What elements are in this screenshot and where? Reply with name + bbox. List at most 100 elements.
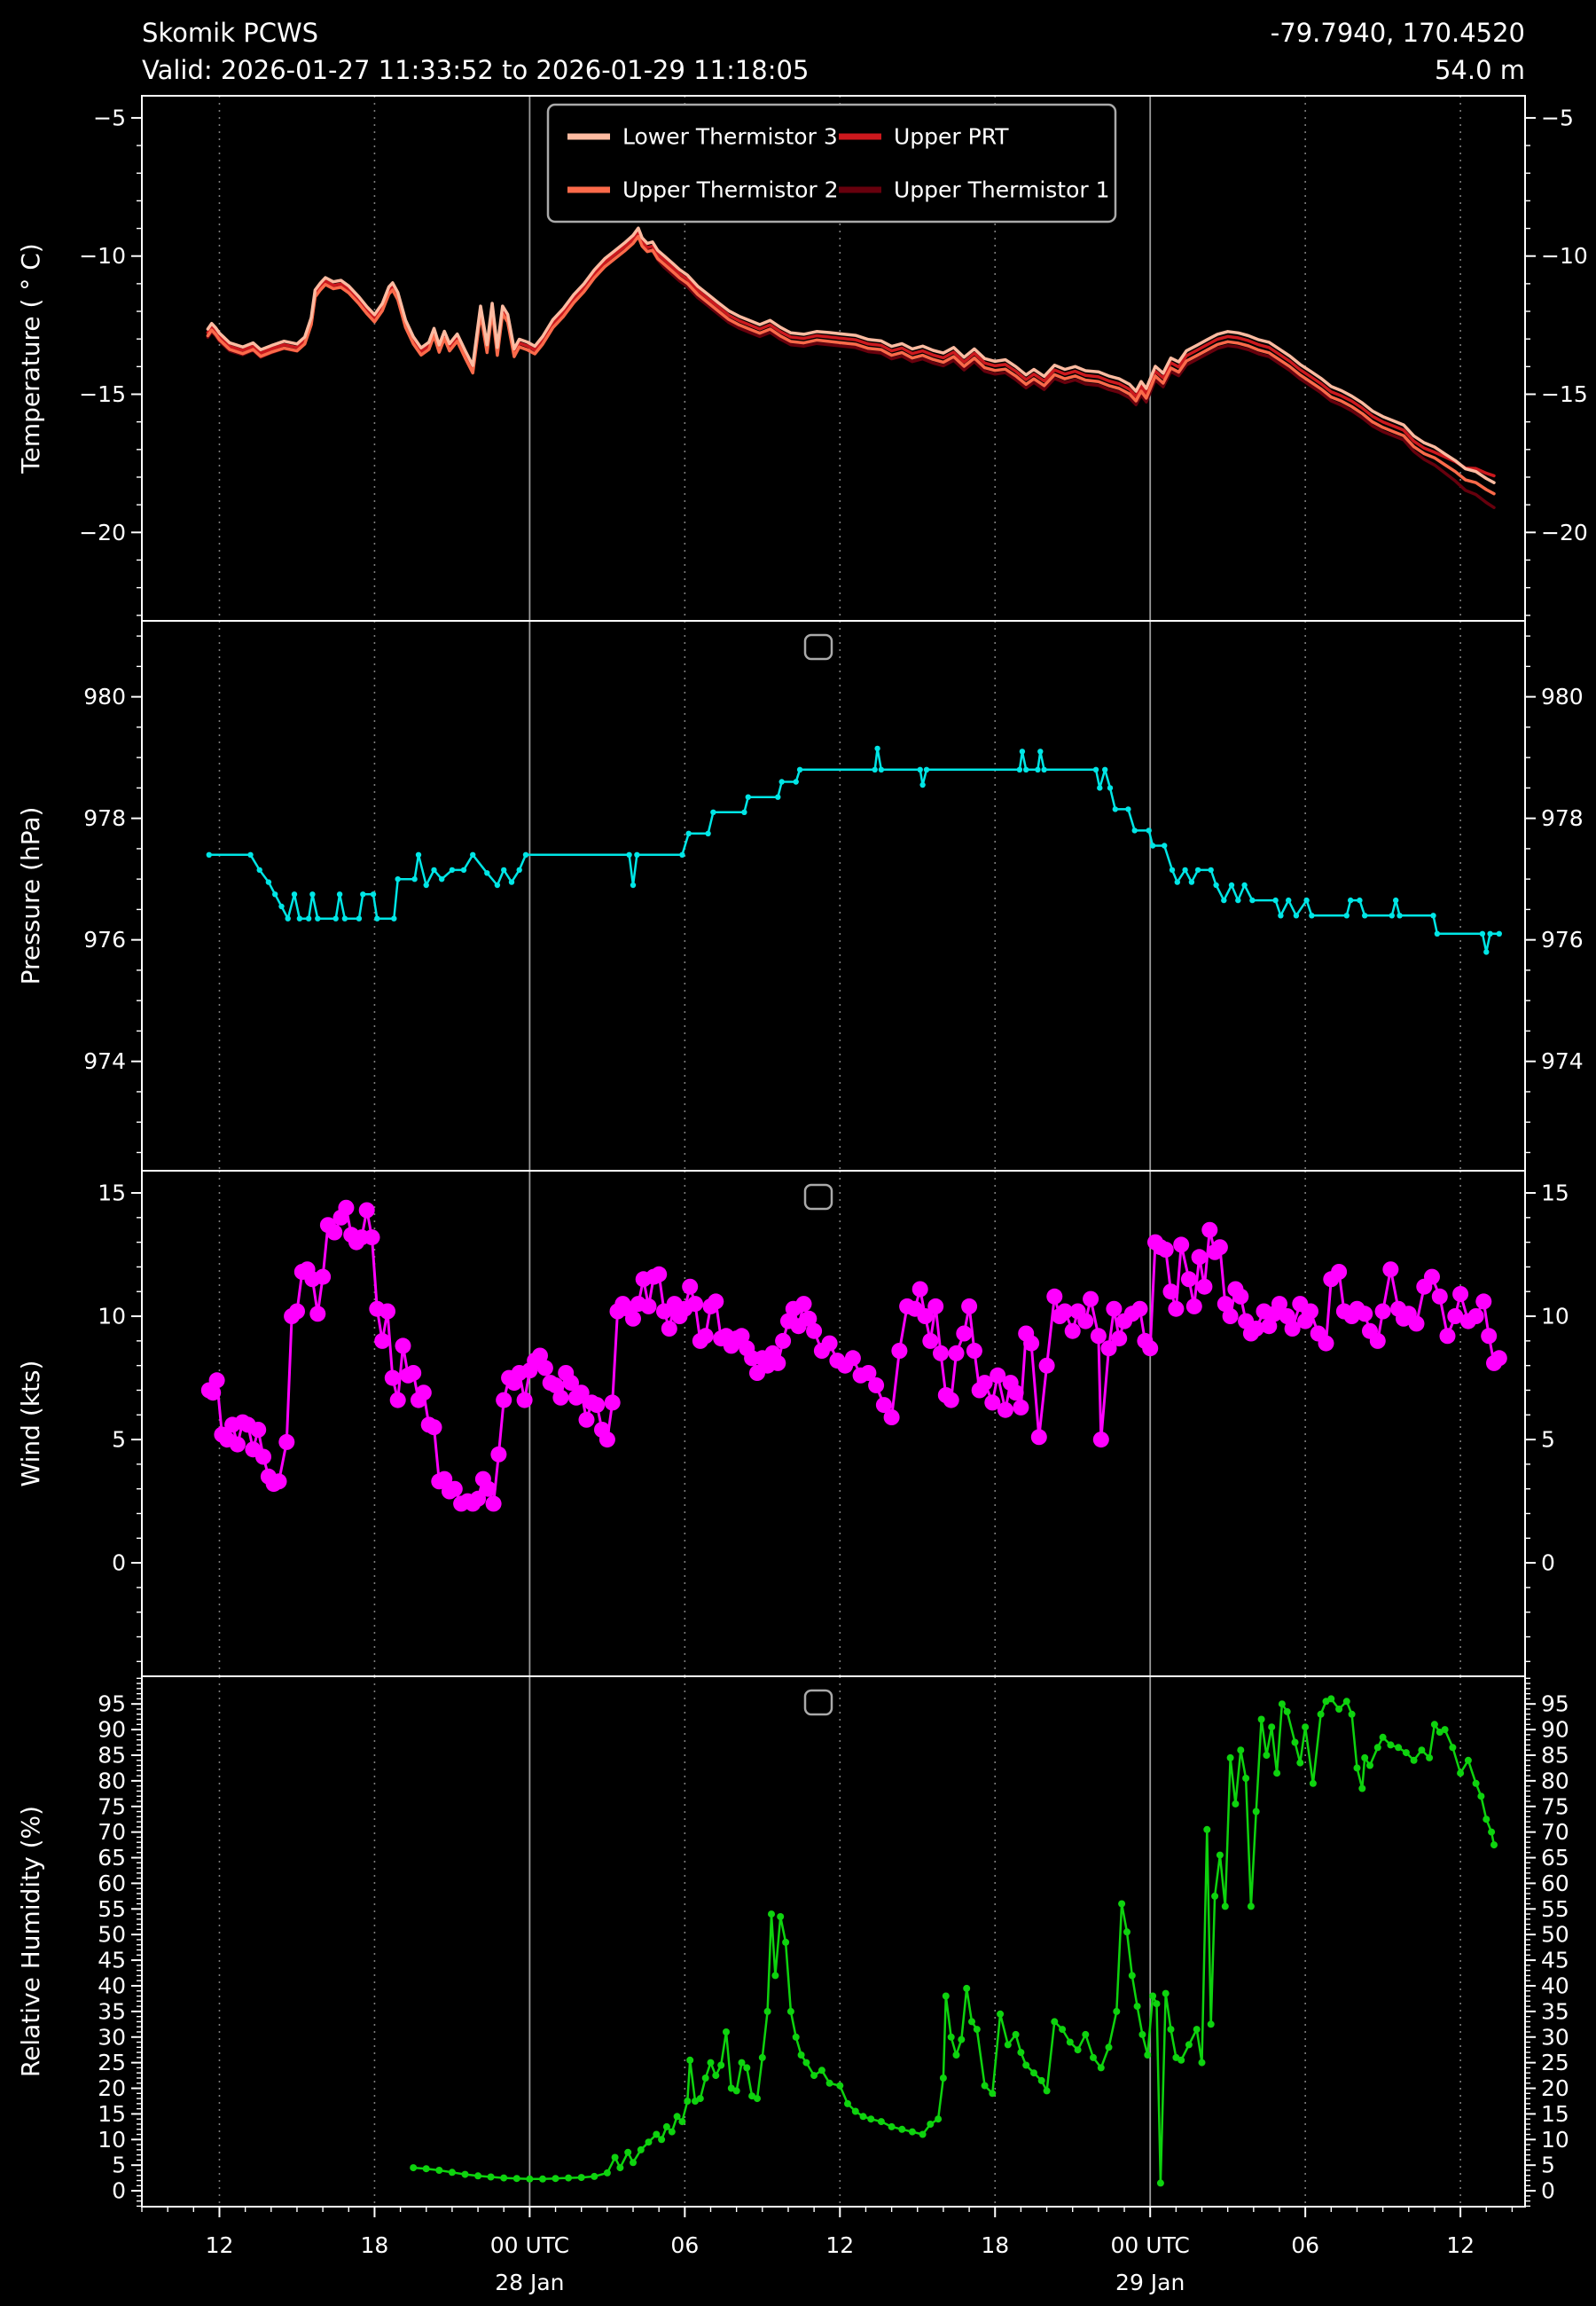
y-axis-title-wind: Wind (kts)	[16, 1361, 45, 1487]
ytick-label: 974	[83, 1048, 126, 1074]
ytick-label: 10	[98, 1304, 126, 1329]
ytick-label-right: 0	[1541, 2178, 1555, 2204]
empty-legend-box	[803, 1183, 833, 1211]
ytick-label: −20	[79, 520, 126, 545]
ytick-label-right: −5	[1541, 105, 1574, 130]
ytick-label: 10	[98, 2127, 126, 2153]
ytick-label-right: 45	[1541, 1948, 1569, 1973]
series-wind	[200, 1199, 1507, 1512]
ytick-label: 40	[98, 1973, 126, 1998]
panel-wind: 15 15 10 10 5 5 0 0 Wind (kts)	[16, 1170, 1569, 1677]
xtick-label: 06	[1291, 2232, 1319, 2258]
legend-label: Upper Thermistor 1	[894, 177, 1110, 203]
ytick-label-right: 60	[1541, 1871, 1569, 1896]
xtick-label: 00 UTC	[1111, 2232, 1190, 2258]
ytick-label: 25	[98, 2050, 126, 2075]
ytick-label-right: −15	[1541, 381, 1588, 407]
ytick-label: 55	[98, 1896, 126, 1922]
ytick-label-right: 30	[1541, 2024, 1569, 2050]
xtick-label: 12	[206, 2232, 234, 2258]
ytick-label-right: −10	[1541, 243, 1588, 269]
ytick-label-right: 978	[1541, 805, 1584, 831]
ytick-label: 85	[98, 1742, 126, 1768]
xtick-date-label: 28 Jan	[495, 2270, 564, 2295]
ytick-label-right: 70	[1541, 1819, 1569, 1845]
ytick-label: 5	[112, 2153, 126, 2178]
series-pressure	[206, 745, 1503, 955]
ytick-label: 20	[98, 2075, 126, 2101]
panel-pressure: 980 980 978 978 976 976 974 974 Pressure (hPa)	[16, 620, 1584, 1172]
series-relative-humidity	[410, 1695, 1498, 2187]
ytick-label: 0	[112, 1550, 126, 1576]
station-elevation: 54.0 m	[1434, 55, 1525, 85]
ytick-label: 65	[98, 1845, 126, 1871]
ytick-label-right: 0	[1541, 1550, 1555, 1576]
ytick-label: 75	[98, 1793, 126, 1819]
ytick-label-right: 95	[1541, 1691, 1569, 1717]
series-lower-thermistor-3	[206, 226, 1496, 484]
legend: Lower Thermistor 3 Upper Thermistor 2 Uppe…	[546, 103, 1117, 224]
ytick-label: 978	[83, 805, 126, 831]
xtick-label: 06	[670, 2232, 699, 2258]
ytick-label: −10	[79, 243, 126, 269]
ytick-label: 5	[112, 1427, 126, 1453]
ytick-label: 35	[98, 1998, 126, 2024]
y-axis-wind: 15 15 10 10 5 5 0 0	[98, 1180, 1569, 1663]
ytick-label-right: 40	[1541, 1973, 1569, 1998]
ytick-label: 70	[98, 1819, 126, 1845]
ytick-label: 50	[98, 1922, 126, 1948]
xtick-date-label: 29 Jan	[1115, 2270, 1185, 2295]
legend-label: Upper PRT	[894, 124, 1009, 150]
ytick-label-right: 10	[1541, 1304, 1569, 1329]
ytick-label-right: 80	[1541, 1768, 1569, 1793]
ytick-label: 15	[98, 1180, 126, 1206]
ytick-label: −15	[79, 381, 126, 407]
series-upper-prt	[206, 231, 1496, 478]
y-axis-title-humidity: Relative Humidity (%)	[16, 1806, 45, 2077]
ytick-label-right: 980	[1541, 684, 1584, 710]
ytick-label-right: 90	[1541, 1717, 1569, 1743]
xtick-label: 18	[981, 2232, 1009, 2258]
ytick-label-right: 15	[1541, 1180, 1569, 1206]
ytick-label-right: 5	[1541, 1427, 1555, 1453]
ytick-label-right: 35	[1541, 1998, 1569, 2024]
station-title: Skomik PCWS	[142, 18, 319, 48]
xtick-label: 12	[825, 2232, 854, 2258]
ytick-label-right: 50	[1541, 1922, 1569, 1948]
ytick-label: 60	[98, 1871, 126, 1896]
ytick-label-right: 85	[1541, 1742, 1569, 1768]
y-axis-title-pressure: Pressure (hPa)	[16, 807, 45, 985]
ytick-label-right: 5	[1541, 2153, 1555, 2178]
ytick-label: −5	[93, 105, 126, 130]
ytick-label: 30	[98, 2024, 126, 2050]
ytick-label-right: 15	[1541, 2101, 1569, 2127]
ytick-label-right: 65	[1541, 1845, 1569, 1871]
ytick-label: 976	[83, 927, 126, 953]
y-axis-temperature: −5 −5 −10 −10 −15 −15 −20 −20	[79, 105, 1588, 616]
empty-legend-box	[803, 1689, 833, 1716]
series-upper-thermistor-2	[206, 234, 1496, 496]
xtick-label: 12	[1446, 2232, 1475, 2258]
ytick-label: 45	[98, 1948, 126, 1973]
valid-time-range: Valid: 2026-01-27 11:33:52 to 2026-01-29…	[142, 55, 810, 85]
ytick-label: 95	[98, 1691, 126, 1717]
y-axis-title-temperature: Temperature ( ° C)	[16, 243, 45, 474]
legend-label: Lower Thermistor 3	[622, 124, 838, 150]
panel-temperature: −5 −5 −10 −10 −15 −15 −20 −20 Temperature ( ° C)…	[16, 95, 1588, 622]
ytick-label: 15	[98, 2101, 126, 2127]
ytick-label-right: 974	[1541, 1048, 1584, 1074]
xtick-label: 18	[361, 2232, 389, 2258]
ytick-label-right: 10	[1541, 2127, 1569, 2153]
ytick-label-right: 55	[1541, 1896, 1569, 1922]
ytick-label-right: 75	[1541, 1793, 1569, 1819]
station-coordinates: -79.7940, 170.4520	[1270, 18, 1525, 48]
ytick-label: 0	[112, 2178, 126, 2204]
ytick-label-right: 25	[1541, 2050, 1569, 2075]
y-axis-pressure: 980 980 978 978 976 976 974 974	[83, 635, 1584, 1154]
ytick-label-right: 976	[1541, 927, 1584, 953]
ytick-label-right: −20	[1541, 520, 1588, 545]
